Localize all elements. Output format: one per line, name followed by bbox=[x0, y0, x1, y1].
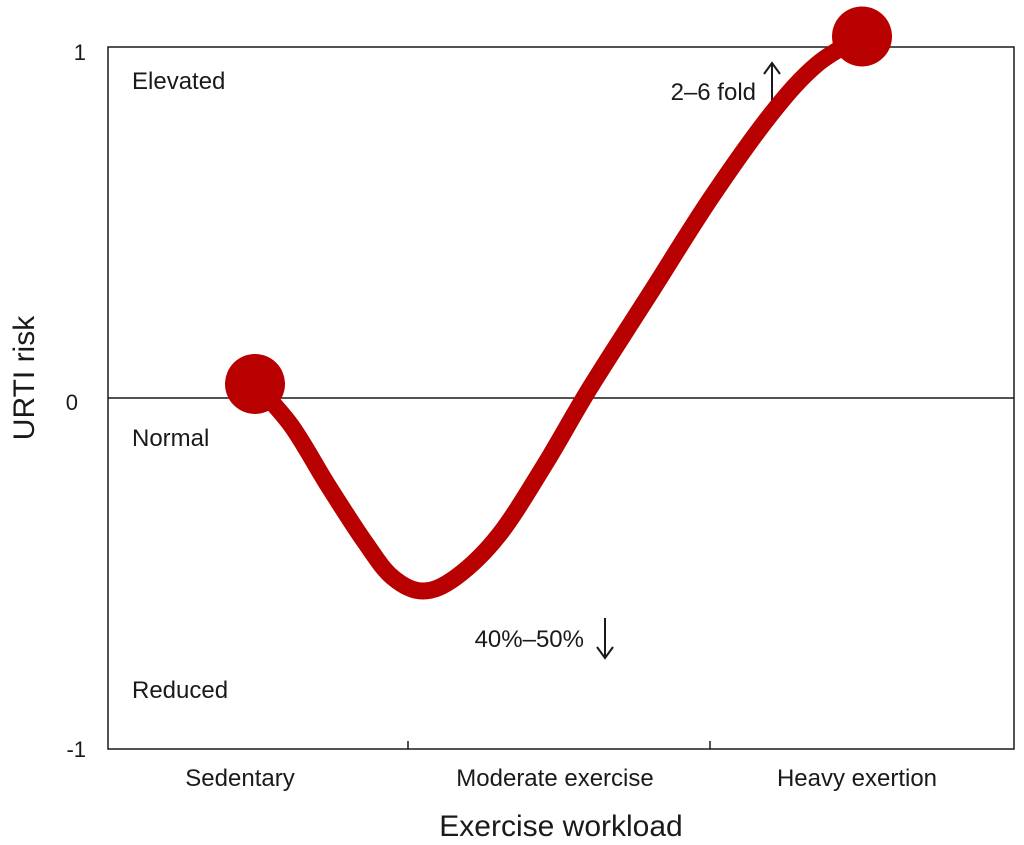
x-category-label-moderate: Moderate exercise bbox=[456, 765, 653, 792]
arrow-down-icon bbox=[596, 618, 614, 660]
region-label-normal: Normal bbox=[132, 425, 209, 452]
region-label-elevated: Elevated bbox=[132, 68, 225, 95]
x-category-label-heavy: Heavy exertion bbox=[777, 765, 937, 792]
risk-curve-line bbox=[246, 27, 871, 600]
arrow-up-icon bbox=[763, 61, 781, 104]
x-category-label-sedentary: Sedentary bbox=[185, 765, 294, 792]
y-tick-label-bottom: -1 bbox=[66, 737, 86, 762]
start-point-marker bbox=[225, 353, 285, 414]
x-axis-title: Exercise workload bbox=[439, 810, 682, 843]
y-tick-label-zero: 0 bbox=[66, 390, 78, 415]
end-point-marker bbox=[832, 6, 892, 67]
y-axis-title: URTI risk bbox=[8, 315, 41, 440]
region-label-reduced: Reduced bbox=[132, 677, 228, 704]
annotation-peak: 2–6 fold bbox=[671, 79, 756, 106]
y-tick-label-top: 1 bbox=[74, 40, 86, 65]
annotation-trough: 40%–50% bbox=[475, 626, 584, 653]
series-layer bbox=[225, 6, 892, 600]
